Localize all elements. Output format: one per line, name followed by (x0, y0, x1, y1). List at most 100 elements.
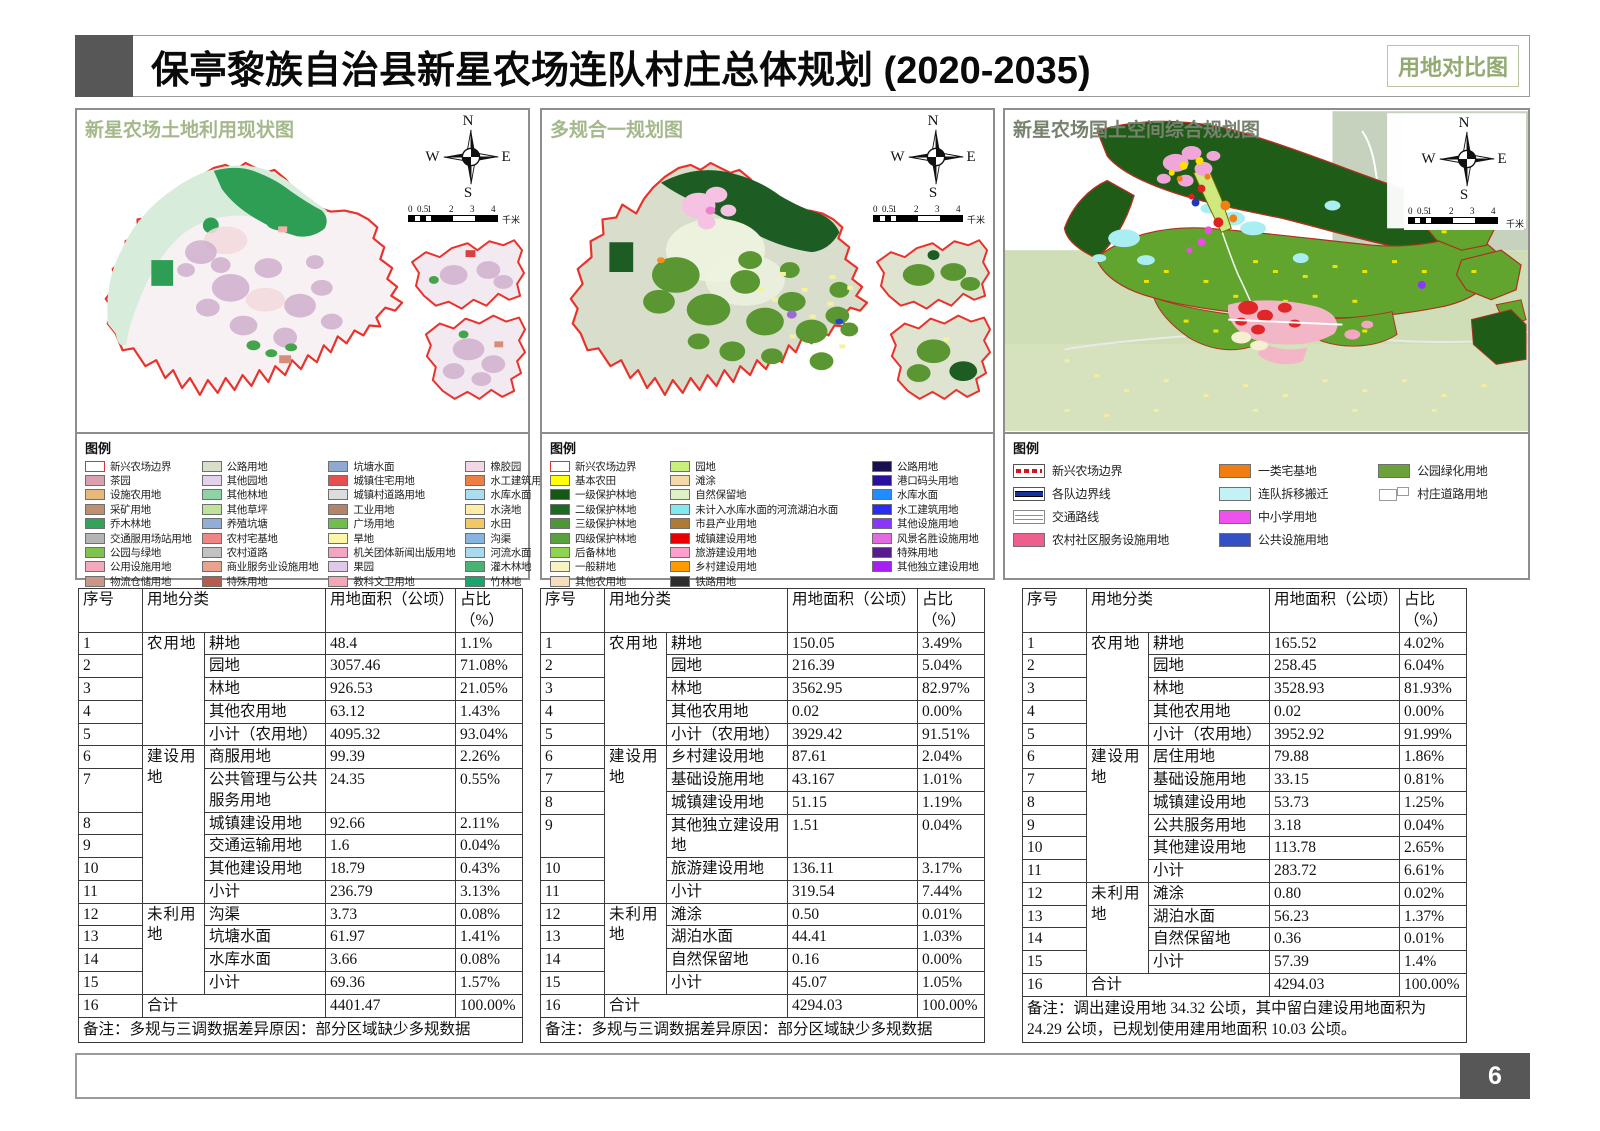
legend-item: 未计入水库水面的河流湖泊水面 (670, 502, 838, 516)
color-swatch (1378, 463, 1411, 478)
legend-title: 图例 (550, 441, 577, 456)
legend-label: 其他设施用地 (897, 519, 959, 531)
table-cell: 10 (1022, 836, 1087, 861)
table-cell: 10 (78, 857, 143, 881)
table-cell: 1.43% (455, 699, 523, 724)
color-swatch (328, 547, 349, 559)
table-row: 1 农用地 耕地 48.4 1.1% (78, 631, 523, 747)
table-cell: 9 (1022, 813, 1087, 838)
note-row: 备注：多规与三调数据差异原因：部分区域缺少多规数据 (540, 1016, 985, 1044)
table-row: 2 园地 258.45 6.04% (1022, 654, 1467, 679)
table-cell: 6 (540, 745, 605, 770)
table-cell: 坑塘水面 (204, 925, 326, 950)
legend-label: 农村社区服务设施用地 (1052, 533, 1170, 547)
scale-tick: 4 (491, 204, 496, 214)
header-cell: 用地分类 (1086, 588, 1270, 633)
table-cell: 16 (78, 993, 143, 1018)
legend-column: 公路用地 港口码头用地 水库水面 水工建筑用地 其他设施用地 风景名胜设施用地 特殊用地 其他… (872, 459, 979, 589)
table-row: 9 其他独立建设用地 1.51 0.04% (540, 813, 985, 859)
table-cell: 1.37% (1399, 904, 1467, 929)
legend-label: 港口码头用地 (897, 476, 959, 488)
legend-item: 铁路用地 (670, 574, 838, 588)
legend-label: 旅游建设用地 (695, 548, 757, 560)
scale-tick: 1 (1427, 206, 1432, 216)
color-swatch (201, 460, 222, 472)
table-cell: 5 (1022, 722, 1087, 747)
table-cell: 14 (1022, 927, 1087, 952)
table-cell: 0.00% (917, 948, 985, 973)
table-cell: 基础设施用地 (1148, 768, 1270, 792)
compass-s-label: S (928, 185, 938, 201)
legend-label: 教科文卫用地 (353, 576, 415, 588)
legend-item: 港口码头用地 (872, 473, 979, 487)
category-cell: 建设用地 (142, 745, 205, 904)
table-cell: 0.08% (455, 902, 523, 927)
legend-label: 农村宅基地 (226, 533, 278, 545)
table-cell: 926.53 (325, 677, 456, 701)
legend-label: 水工建筑用地 (897, 504, 959, 516)
legend-label: 自然保留地 (695, 490, 747, 502)
table-row: 1 农用地 耕地 150.05 3.49% (540, 631, 985, 747)
scale-bar: 0 0.5 1 2 3 4 千米 (408, 204, 520, 226)
legend-title: 图例 (85, 441, 112, 456)
table-row: 15 小计 57.39 1.4% (1022, 950, 1467, 975)
legend-label: 公共设施用地 (1258, 533, 1329, 547)
table-cell: 3057.46 (325, 654, 456, 679)
table-row: 1 农用地 耕地 165.52 4.02% (1022, 631, 1467, 747)
table-cell: 2 (540, 654, 605, 679)
compass-rose-icon (1439, 131, 1494, 187)
scale-bar: 0 0.5 1 2 3 4 千米 (873, 204, 985, 226)
table-cell: 12 (1022, 881, 1087, 906)
table-cell: 3.66 (325, 948, 456, 973)
color-swatch (201, 532, 222, 544)
table-cell: 2.26% (455, 745, 523, 770)
legend-item: 公园绿化用地 (1378, 459, 1488, 482)
legend-item: 交通服用场站用地 (85, 531, 192, 545)
legend-comprehensive: 图例 新兴农场边界 各队边界线 交通路线 农村社区服务设施用地 一类宅基地 连队拆移搬迁中… (1005, 432, 1528, 576)
legend-label: 商业服务业设施用地 (226, 562, 319, 574)
table-cell: 水库水面 (204, 948, 326, 973)
color-swatch (670, 575, 691, 587)
table-cell: 公共管理与公共服务用地 (204, 768, 326, 813)
legend-item: 城镇村道路用地 (328, 488, 455, 502)
table-row: 15 小计 45.07 1.05% (540, 971, 985, 995)
legend-item: 后备林地 (550, 545, 636, 559)
table-cell: 4 (1022, 699, 1087, 724)
map-title-multi-plan: 多规合一规划图 (550, 120, 684, 141)
legend-label: 一类宅基地 (1258, 464, 1317, 478)
legend-column: 新兴农场边界 茶园 设施农用地 采矿用地 乔木林地 交通服用场站用地 公园与绿地 公用设施用地… (85, 459, 192, 589)
legend-item: 农村社区服务设施用地 (1013, 528, 1169, 551)
color-swatch (201, 575, 222, 587)
legend-label: 旱地 (353, 533, 374, 545)
color-swatch (201, 518, 222, 530)
color-swatch (670, 518, 691, 530)
legend-item: 连队拆移搬迁 (1219, 482, 1329, 505)
table-cell: 14 (540, 948, 605, 973)
table-cell: 1.86% (1399, 745, 1467, 770)
legend-item: 其他独立建设用地 (872, 560, 979, 574)
legend-item: 基本农田 (550, 473, 636, 487)
total-row: 16 合计 4294.03 100.00% (1022, 973, 1467, 997)
color-swatch (328, 575, 349, 587)
table-cell: 4 (78, 699, 143, 724)
table-cell: 136.11 (787, 857, 918, 881)
color-swatch (85, 503, 105, 515)
table-cell: 其他农用地 (1148, 699, 1270, 724)
page-number: 6 (1460, 1053, 1530, 1099)
color-swatch (872, 547, 893, 559)
compass-e-label: E (966, 148, 976, 165)
table-row: 12 未利用地 滩涂 0.50 0.01% (540, 902, 985, 995)
table-cell: 小计 (666, 879, 788, 904)
category-cell: 未利用地 (142, 902, 205, 995)
legend-item: 坑塘水面 (328, 459, 455, 473)
table-cell: 4401.47 (325, 993, 456, 1018)
table-row: 8 城镇建设用地 51.15 1.19% (540, 790, 985, 815)
legend-label: 其他独立建设用地 (897, 562, 979, 574)
legend-item: 竹林地 (465, 574, 551, 588)
table-cell: 小计 (1148, 859, 1270, 883)
legend-label: 市县产业用地 (695, 519, 757, 531)
table-cell: 3 (1022, 677, 1087, 701)
table-row: 6 建设用地 居住用地 79.88 1.86% (1022, 745, 1467, 883)
legend-label: 茶园 (110, 476, 131, 488)
panel-comprehensive-plan: 新星农场国土空间综合规划图 (1003, 108, 1530, 580)
